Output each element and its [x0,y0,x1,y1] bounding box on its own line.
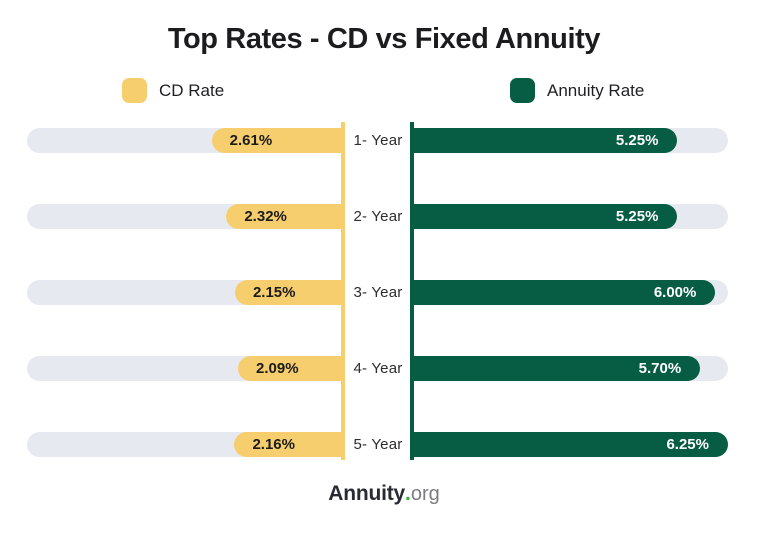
cd-value-label: 2.09% [256,360,299,377]
cd-bar: 2.61% [211,128,344,153]
annuity-value-label: 5.70% [638,360,682,377]
cd-bar: 2.09% [238,356,344,381]
annuity-axis-line [410,122,414,460]
cd-value-label: 2.32% [244,208,287,225]
cd-bar: 2.15% [234,280,344,305]
annuity-track: 5.25% [412,128,728,153]
brand-tld: org [410,483,440,505]
annuity-bar: 5.70% [412,356,701,381]
chart-row: 2.09% 4- Year 5.70% [27,356,728,381]
legend-label-cd-rate: CD Rate [159,80,225,100]
cd-track: 2.61% [27,128,344,153]
brand-dot: . [405,482,411,505]
annuity-track: 6.25% [412,432,728,457]
chart-row: 2.15% 3- Year 6.00% [27,280,728,305]
cd-bar: 2.32% [226,204,344,229]
annuity-bar: 5.25% [412,128,678,153]
category-label: 3- Year [353,284,403,301]
infographic: Top Rates - CD vs Fixed Annuity CD Rate … [0,22,768,508]
chart-title: Top Rates - CD vs Fixed Annuity [167,23,601,55]
legend-item-annuity-rate: Annuity Rate [510,78,644,103]
legend-item-cd-rate: CD Rate [122,78,224,103]
cd-axis-line [341,122,345,460]
cd-track: 2.09% [27,356,344,381]
category-label: 1- Year [353,132,403,149]
annuity-track: 6.00% [412,280,728,305]
annuity-bar: 6.25% [412,432,728,457]
annuity-track: 5.25% [412,204,728,229]
cd-value-label: 2.15% [252,284,296,301]
legend-label-annuity-rate: Annuity Rate [547,80,645,100]
footer: Annuity.org [0,482,768,508]
annuity-bar: 5.25% [412,204,678,229]
category-label: 5- Year [353,436,403,453]
category-label: 4- Year [353,360,403,377]
annuity-value-label: 6.25% [666,436,709,453]
brand-logo: Annuity [328,482,405,505]
cd-rate-swatch-icon [122,78,147,103]
annuity-bar: 6.00% [412,280,716,305]
cd-track: 2.16% [27,432,344,457]
cd-track: 2.32% [27,204,344,229]
annuity-track: 5.70% [412,356,728,381]
cd-track: 2.15% [27,280,344,305]
legend: CD Rate Annuity Rate [0,78,768,104]
cd-bar: 2.16% [234,432,344,457]
annuity-value-label: 5.25% [615,132,659,149]
annuity-rate-swatch-icon [510,78,535,103]
cd-value-label: 2.61% [229,132,273,149]
category-label: 2- Year [353,208,403,225]
chart-rows: 2.61% 1- Year 5.25% 2.32% 2- Year 5.25% 2.15% 3… [27,128,728,457]
chart-row: 2.16% 5- Year 6.25% [27,432,728,457]
chart-row: 2.61% 1- Year 5.25% [27,128,728,153]
chart-row: 2.32% 2- Year 5.25% [27,204,728,229]
annuity-value-label: 6.00% [653,284,697,301]
cd-value-label: 2.16% [252,436,295,453]
diverging-bar-chart: 2.61% 1- Year 5.25% 2.32% 2- Year 5.25% 2.15% 3… [27,122,728,460]
annuity-value-label: 5.25% [615,208,659,225]
